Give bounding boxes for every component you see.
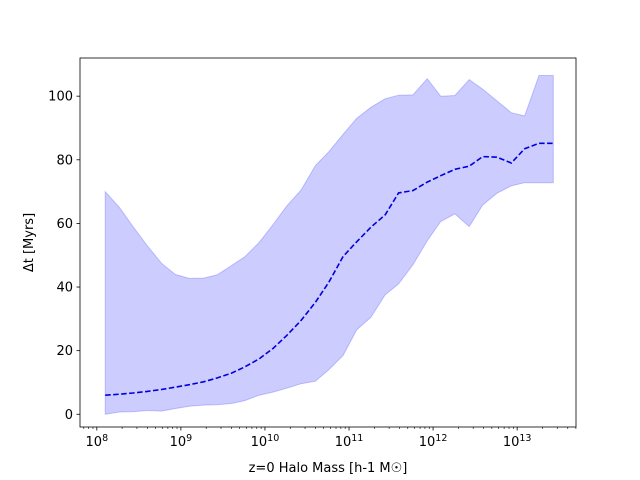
plot-area	[104, 75, 554, 415]
x-tick-label: 1012	[419, 433, 448, 450]
axes-frame	[79, 57, 577, 428]
y-tick-label: 20	[56, 344, 73, 359]
y-tick-label: 60	[56, 217, 73, 232]
y-axis-label: Δt [Myrs]	[22, 213, 37, 272]
y-tick-label: 100	[48, 90, 73, 105]
x-axis-label: z=0 Halo Mass [h-1 M☉]	[249, 461, 408, 476]
x-tick-label: 109	[170, 433, 193, 450]
x-tick-label: 1013	[503, 433, 532, 450]
y-tick-label: 80	[56, 153, 73, 168]
y-tick-label: 40	[56, 281, 73, 296]
x-tick-label: 1010	[251, 433, 280, 450]
y-tick-label: 0	[65, 408, 73, 423]
median-line	[105, 142, 554, 396]
x-tick-label: 108	[86, 433, 109, 450]
axis-ticks: 108 109 1010 1011 1012 1013 0 20 40 60 80 100	[48, 90, 577, 450]
spread-band	[104, 75, 554, 415]
x-tick-label: 1011	[335, 433, 364, 450]
